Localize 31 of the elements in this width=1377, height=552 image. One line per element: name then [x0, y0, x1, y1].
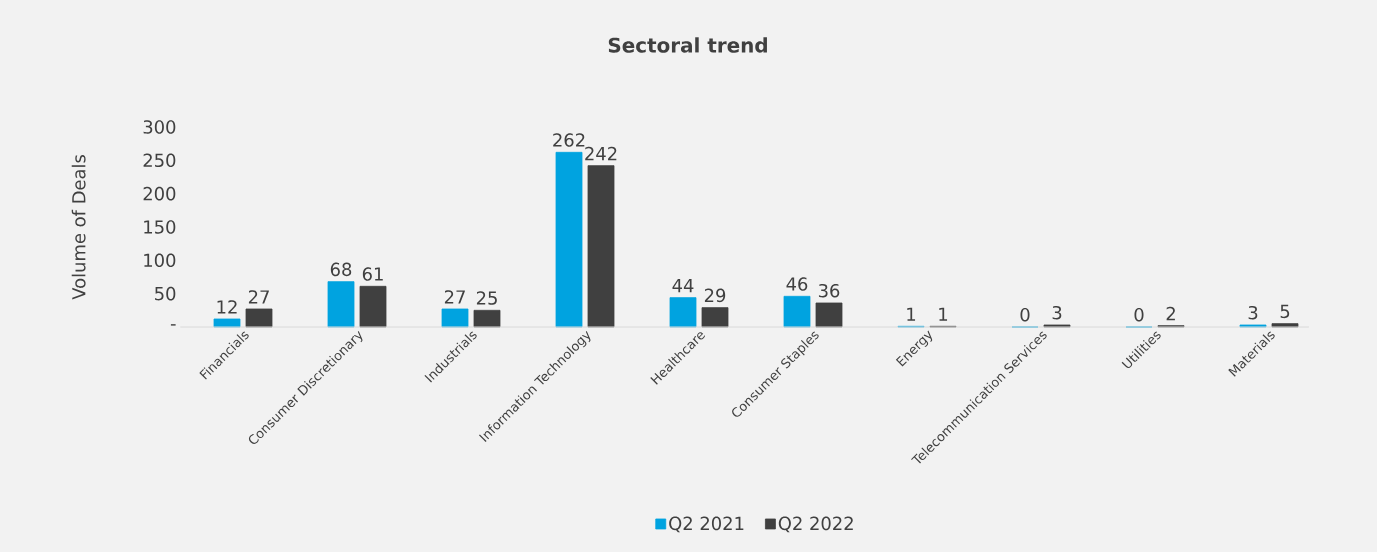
y-tick-label: 300: [143, 120, 176, 134]
data-label: 262: [553, 133, 585, 147]
legend-label: Q2 2021: [669, 516, 744, 533]
data-label: 61: [362, 267, 383, 281]
data-label: 1: [907, 307, 916, 321]
data-label: 46: [786, 277, 808, 291]
data-label: 3: [1248, 305, 1258, 320]
data-label: 44: [672, 279, 694, 293]
y-axis-title: Volume of Deals: [71, 155, 86, 300]
data-label: 0: [1020, 307, 1030, 322]
y-tick-label: 200: [143, 186, 176, 201]
data-label: 0: [1134, 307, 1144, 322]
y-tick-label: 50: [155, 286, 176, 301]
data-label: 5: [1280, 304, 1290, 319]
y-tick-label: 150: [144, 220, 176, 234]
data-label: 36: [818, 283, 840, 298]
data-label: 2: [1166, 306, 1175, 321]
data-label: 1: [939, 307, 948, 321]
data-label: 27: [444, 290, 465, 304]
data-label: 27: [248, 290, 269, 304]
legend-label: Q2 2022: [778, 516, 853, 533]
data-label: 25: [476, 291, 497, 305]
data-label: 68: [330, 262, 352, 277]
y-tick-label: 100: [144, 253, 176, 268]
y-tick-label: 250: [143, 153, 176, 168]
data-label: 29: [704, 288, 726, 303]
chart-title: Sectoral trend: [608, 37, 767, 53]
y-tick-label: -: [170, 324, 176, 326]
data-label: 3: [1052, 305, 1062, 320]
data-label: 12: [217, 300, 237, 314]
data-label: 242: [585, 146, 617, 161]
